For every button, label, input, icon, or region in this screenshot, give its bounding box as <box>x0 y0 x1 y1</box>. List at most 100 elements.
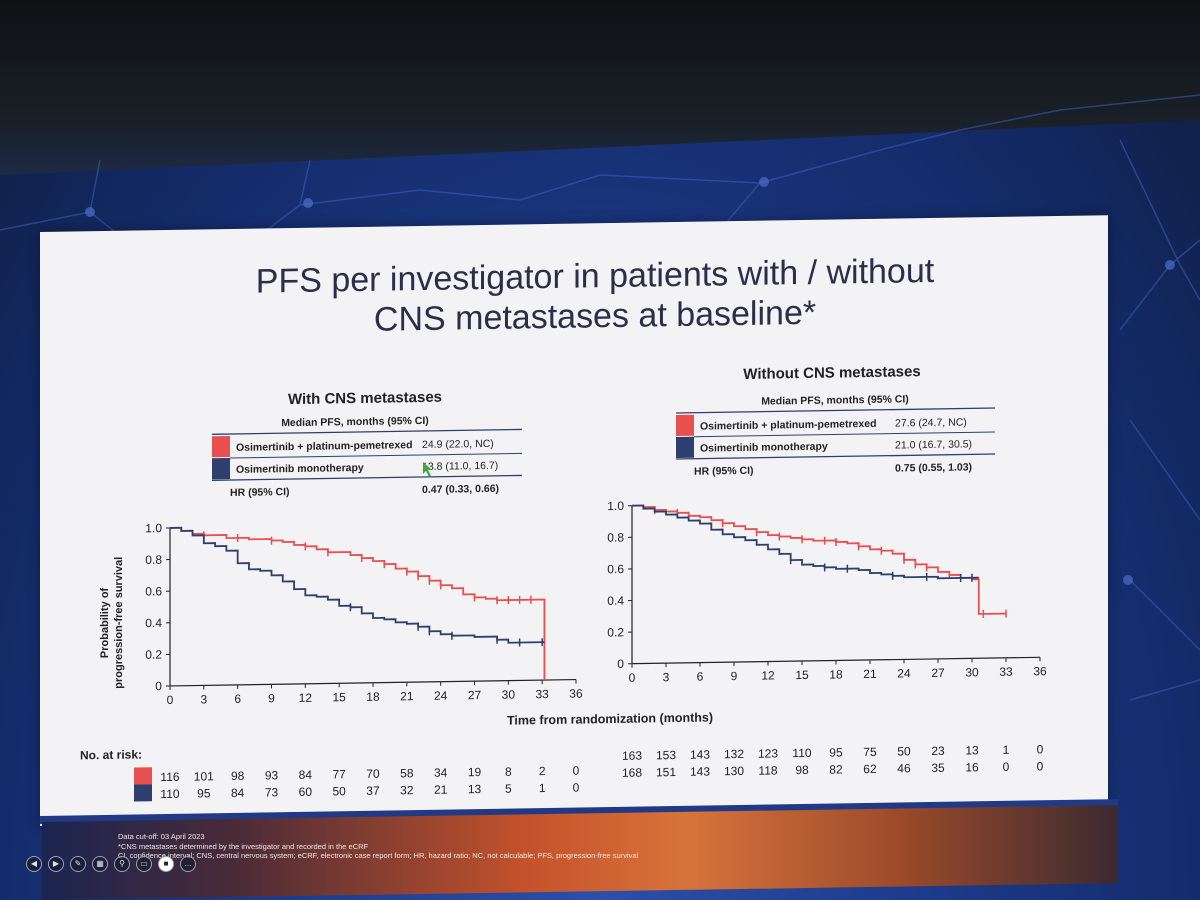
risk-count-combo: 132 <box>724 747 744 761</box>
x-tick-label: 12 <box>299 691 313 705</box>
risk-count-combo: 93 <box>265 768 279 782</box>
risk-count-combo: 19 <box>468 765 482 779</box>
risk-count-combo: 163 <box>622 749 642 763</box>
risk-count-mono: 46 <box>897 761 911 775</box>
x-tick-label: 24 <box>434 689 448 703</box>
left-hr-label: HR (95% CI) <box>230 486 290 499</box>
previous-icon[interactable]: ◀ <box>26 856 42 872</box>
more-icon[interactable]: … <box>180 856 196 872</box>
y-tick-label: 1.0 <box>145 521 162 535</box>
combo-swatch <box>676 414 694 437</box>
right-median-table: Without CNS metastases Median PFS, month… <box>676 363 995 478</box>
x-tick-label: 33 <box>999 665 1013 679</box>
risk-count-mono: 50 <box>332 784 346 798</box>
x-tick-label: 24 <box>897 666 911 680</box>
risk-count-mono: 151 <box>656 765 676 779</box>
km-curve-mono <box>170 526 545 644</box>
x-tick-label: 9 <box>268 691 275 705</box>
right-table-header: Median PFS, months (95% CI) <box>761 393 909 407</box>
next-icon[interactable]: ▶ <box>48 856 64 872</box>
risk-count-mono: 37 <box>366 784 380 798</box>
risk-count-combo: 34 <box>434 766 448 780</box>
y-axis-label-line2: progression-free survival <box>113 557 125 689</box>
risk-count-combo: 58 <box>400 766 414 780</box>
mono-swatch <box>212 458 230 480</box>
risk-count-combo: 0 <box>1037 742 1044 756</box>
risk-count-mono: 60 <box>299 785 313 799</box>
x-tick-label: 6 <box>697 670 704 684</box>
risk-count-mono: 110 <box>160 787 179 801</box>
x-tick-label: 15 <box>332 690 346 704</box>
risk-count-mono: 130 <box>724 764 744 778</box>
risk-count-combo: 2 <box>539 764 546 778</box>
left-median-table: With CNS metastases Median PFS, months (… <box>212 389 522 499</box>
x-tick-label: 21 <box>863 667 877 681</box>
x-tick-label: 12 <box>761 668 775 682</box>
x-tick-label: 0 <box>167 693 174 707</box>
slideshow-toolbar: ◀ ▶ ✎ ▦ ⚲ ▭ ■ … <box>26 856 196 872</box>
cursor-icon <box>423 461 432 477</box>
risk-count-mono: 95 <box>197 786 211 800</box>
x-tick-label: 30 <box>965 665 979 679</box>
table-rule <box>230 452 522 459</box>
risk-count-combo: 95 <box>829 745 843 759</box>
x-axis-label: Time from randomization (months) <box>507 710 713 727</box>
footnote-abbreviations: CI, confidence interval; CNS, central ne… <box>118 851 639 860</box>
camera-icon[interactable]: ■ <box>158 856 174 872</box>
zoom-icon[interactable]: ⚲ <box>114 856 130 872</box>
risk-count-mono: 168 <box>622 766 642 780</box>
right-row-mono-label: Osimertinib monotherapy <box>700 441 828 455</box>
combo-swatch <box>212 436 230 458</box>
left-hr-value: 0.47 (0.33, 0.66) <box>422 483 499 496</box>
left-table-header: Median PFS, months (95% CI) <box>281 415 429 429</box>
pen-icon[interactable]: ✎ <box>70 856 86 872</box>
grid-icon[interactable]: ▦ <box>92 856 108 872</box>
table-rule <box>694 431 995 438</box>
y-tick-label: 0.4 <box>145 616 162 630</box>
left-row-combo-label: Osimertinib + platinum-pemetrexed <box>236 439 413 454</box>
table-rule <box>676 407 995 414</box>
right-hr-value: 0.75 (0.55, 1.03) <box>895 461 972 474</box>
x-tick-label: 27 <box>468 688 482 702</box>
right-row-combo-label: Osimertinib + platinum-pemetrexed <box>700 418 877 433</box>
risk-count-mono: 0 <box>1037 759 1044 773</box>
risk-count-mono: 98 <box>795 763 809 777</box>
risk-count-combo: 101 <box>194 769 214 783</box>
y-tick-label: 0.2 <box>607 625 624 639</box>
x-tick-label: 18 <box>366 690 380 704</box>
km-chart-without-cns: 00.20.40.60.81.00 3 6 9 12 15 18 21 24 27 30 33 36 <box>607 499 1047 685</box>
risk-count-combo: 153 <box>656 748 676 762</box>
risk-table-right: 163 153 143 132 123 110 95 75 50 23 13 1 0 168 151 143 1… <box>622 742 1044 780</box>
subtitles-icon[interactable]: ▭ <box>136 856 152 872</box>
risk-count-mono: 0 <box>1003 760 1010 774</box>
right-hr-label: HR (95% CI) <box>694 465 754 478</box>
footnote-cns-definition: *CNS metastases determined by the invest… <box>118 841 369 851</box>
x-tick-label: 18 <box>829 667 843 681</box>
x-tick-label: 0 <box>629 671 636 685</box>
left-row-mono-label: Osimertinib monotherapy <box>236 462 364 476</box>
risk-count-mono: 13 <box>468 782 482 796</box>
risk-count-combo: 98 <box>231 769 245 783</box>
risk-count-mono: 35 <box>931 761 945 775</box>
y-tick-label: 0.4 <box>607 594 624 608</box>
x-tick-label: 9 <box>731 669 738 683</box>
right-row-combo-value: 27.6 (24.7, NC) <box>895 416 967 429</box>
risk-count-combo: 70 <box>366 767 380 781</box>
table-rule <box>676 453 995 460</box>
no-at-risk-label: No. at risk: <box>80 747 142 762</box>
footnote-data-cutoff: Data cut-off: 03 April 2023 <box>118 832 205 841</box>
y-tick-label: 0.6 <box>145 584 162 598</box>
left-row-mono-value: 13.8 (11.0, 16.7) <box>422 460 498 473</box>
risk-count-combo: 23 <box>931 744 945 758</box>
slide-title-line1: PFS per investigator in patients with / … <box>256 252 935 301</box>
left-panel-heading: With CNS metastases <box>288 389 442 408</box>
x-tick-label: 36 <box>1033 664 1047 678</box>
risk-mono-swatch <box>134 784 152 802</box>
x-tick-label: 33 <box>535 687 549 701</box>
risk-count-mono: 73 <box>265 785 279 799</box>
risk-count-mono: 62 <box>863 762 877 776</box>
x-tick-label: 36 <box>569 686 583 700</box>
table-rule <box>212 428 522 435</box>
risk-count-combo: 123 <box>758 746 778 760</box>
